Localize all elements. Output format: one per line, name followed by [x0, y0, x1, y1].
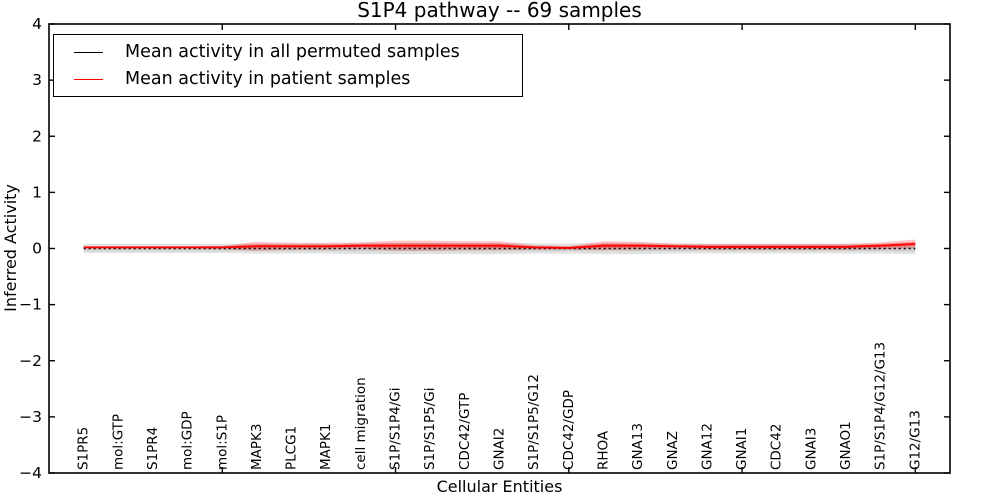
x-tick-label: G12/G13: [907, 410, 923, 470]
patient-line-swatch: [74, 78, 103, 80]
x-tick-label: CDC42/GDP: [561, 390, 577, 470]
legend-label-patient: Mean activity in patient samples: [125, 69, 411, 89]
x-tick-label: S1P/S1P5/G12: [526, 374, 542, 470]
x-tick-label: MAPK1: [318, 424, 334, 470]
y-tick-label: 1: [32, 183, 42, 201]
legend-entry-patient: Mean activity in patient samples: [54, 69, 522, 89]
y-tick-label: −2: [19, 352, 42, 370]
x-tick-label: GNA13: [630, 423, 646, 470]
x-tick-label: RHOA: [596, 430, 612, 470]
x-tick-label: MAPK3: [249, 424, 265, 470]
x-tick-label: GNAI3: [803, 428, 819, 470]
y-tick-label: 2: [32, 127, 42, 145]
y-axis-label: Inferred Activity: [1, 184, 20, 312]
legend-entry-permuted: Mean activity in all permuted samples: [54, 42, 522, 62]
legend-label-permuted: Mean activity in all permuted samples: [125, 42, 460, 62]
x-tick-label: GNAI2: [492, 428, 508, 470]
x-tick-label: PLCG1: [284, 426, 300, 470]
x-tick-label: GNAI1: [734, 428, 750, 470]
x-tick-label: GNAZ: [665, 431, 681, 470]
x-tick-label: GNAO1: [838, 421, 854, 470]
x-tick-label: mol:S1P: [214, 415, 230, 470]
x-tick-label: S1P/S1P4/G12/G13: [873, 342, 889, 470]
permuted-line-swatch: [74, 51, 103, 53]
y-tick-label: −3: [19, 408, 42, 426]
y-tick-label: −1: [19, 296, 42, 314]
y-tick-label: 0: [32, 240, 42, 258]
x-tick-label: S1P/S1P5/Gi: [422, 388, 438, 471]
legend: Mean activity in all permuted samples Me…: [53, 34, 523, 97]
x-tick-label: S1PR4: [145, 427, 161, 470]
x-tick-label: mol:GTP: [110, 414, 126, 470]
x-tick-label: GNA12: [699, 423, 715, 470]
y-tick-label: −4: [19, 464, 42, 482]
x-tick-label: S1PR5: [76, 427, 92, 470]
chart-title: S1P4 pathway -- 69 samples: [357, 0, 642, 22]
x-tick-label: CDC42/GTP: [457, 393, 473, 470]
patient-mean-line: [83, 243, 916, 249]
y-tick-label: 3: [32, 71, 42, 89]
x-tick-label: CDC42: [769, 424, 785, 470]
x-axis-label: Cellular Entities: [436, 477, 563, 496]
x-tick-label: mol:GDP: [180, 411, 196, 470]
x-tick-label: cell migration: [353, 377, 369, 470]
y-tick-label: 4: [32, 15, 42, 33]
x-tick-label: S1P/S1P4/Gi: [388, 388, 404, 471]
